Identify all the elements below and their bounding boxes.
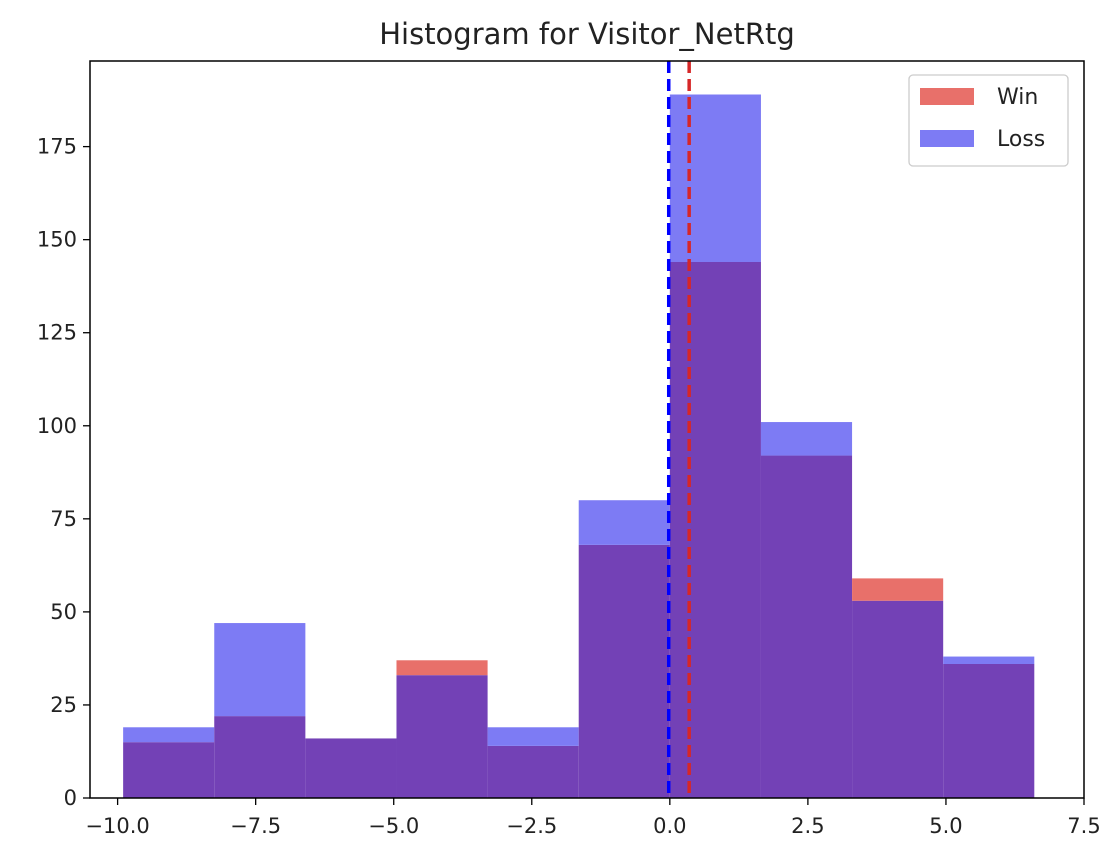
y-tick-label: 75 xyxy=(50,507,77,531)
bar-loss-7 xyxy=(760,422,853,456)
x-tick-label: −2.5 xyxy=(506,814,557,838)
chart-title: Histogram for Visitor_NetRtg xyxy=(379,17,795,51)
x-tick-label: 7.5 xyxy=(1067,814,1100,838)
bar-overlap-6 xyxy=(669,262,761,798)
bar-overlap-1 xyxy=(214,716,306,798)
x-tick-label: 2.5 xyxy=(791,814,824,838)
bar-loss-9 xyxy=(943,656,1035,664)
x-tick-label: −10.0 xyxy=(85,814,149,838)
y-tick-label: 25 xyxy=(50,693,77,717)
legend-label-loss: Loss xyxy=(997,127,1045,152)
bar-loss-1 xyxy=(214,623,306,717)
bars-layer xyxy=(123,94,1035,798)
legend-swatch-loss xyxy=(920,130,974,147)
bar-overlap-9 xyxy=(943,664,1035,798)
x-tick-label: 5.0 xyxy=(929,814,962,838)
y-axis: 0 25 50 75 100 125 150 175 xyxy=(37,135,90,810)
y-tick-label: 50 xyxy=(50,600,77,624)
bar-overlap-7 xyxy=(760,455,853,798)
bar-overlap-8 xyxy=(852,600,944,798)
bar-loss-0 xyxy=(123,727,215,743)
bar-loss-4 xyxy=(487,727,579,746)
y-tick-label: 175 xyxy=(37,135,77,159)
legend: Win Loss xyxy=(908,74,1069,167)
legend-swatch-win xyxy=(920,88,974,105)
legend-label-win: Win xyxy=(997,85,1038,110)
bar-overlap-4 xyxy=(487,745,579,798)
plot-frame xyxy=(89,60,1085,799)
bar-win-8 xyxy=(852,578,944,601)
bar-overlap-3 xyxy=(396,675,488,798)
bar-overlap-5 xyxy=(578,544,670,798)
y-tick-label: 150 xyxy=(37,228,77,252)
bar-overlap-2 xyxy=(305,738,397,798)
x-axis: −10.0 −7.5 −5.0 −2.5 0.0 2.5 5.0 7.5 xyxy=(85,798,1101,838)
bar-loss-6 xyxy=(669,94,761,262)
x-tick-label: −5.0 xyxy=(368,814,419,838)
x-tick-label: 0.0 xyxy=(653,814,686,838)
x-tick-label: −7.5 xyxy=(230,814,281,838)
y-tick-label: 0 xyxy=(64,786,77,810)
bar-win-3 xyxy=(396,660,488,676)
y-tick-label: 100 xyxy=(37,414,77,438)
y-tick-label: 125 xyxy=(37,321,77,345)
bar-overlap-0 xyxy=(123,742,215,798)
mean-lines-layer xyxy=(666,61,691,798)
bar-loss-5 xyxy=(578,500,670,545)
